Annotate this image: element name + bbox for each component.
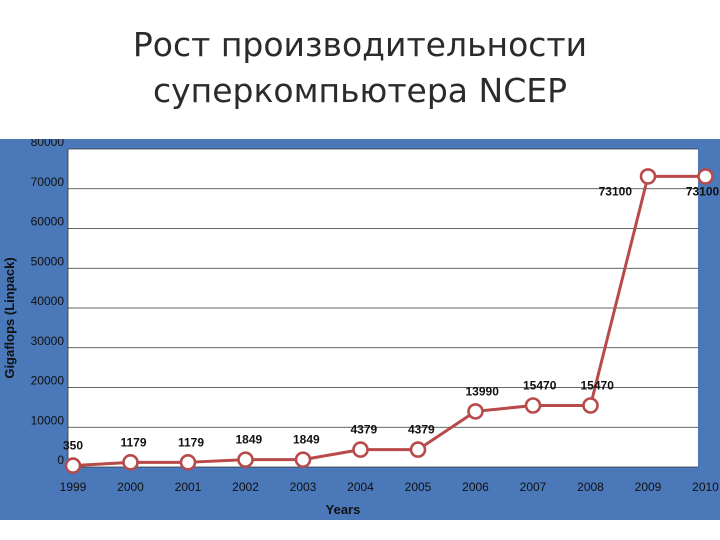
data-label: 350 — [63, 439, 83, 453]
series-line — [72, 174, 706, 468]
x-tick-label: 2004 — [347, 480, 374, 494]
data-point — [179, 454, 197, 471]
data-point — [122, 454, 139, 471]
data-point — [639, 168, 657, 185]
data-label: 1179 — [121, 435, 147, 449]
data-label: 4379 — [408, 423, 435, 437]
y-tick-label: 70000 — [31, 175, 65, 189]
x-tick-label: 2007 — [520, 480, 547, 494]
data-label: 73100 — [686, 184, 720, 198]
y-axis-ticks: 0 10000 20000 30000 40000 50000 60000 70000 8000… — [31, 139, 65, 467]
data-point — [237, 451, 254, 468]
x-tick-label: 2001 — [175, 480, 202, 494]
y-tick-label: 80000 — [31, 139, 65, 149]
slide-title: Рост производительности суперкомпьютера … — [0, 22, 720, 114]
x-tick-label: 2006 — [462, 480, 489, 494]
data-point — [697, 168, 714, 185]
y-tick-label: 20000 — [31, 374, 65, 388]
data-label: 4379 — [351, 423, 378, 437]
y-axis-title: Gigaflops (Linpack) — [2, 257, 17, 378]
y-tick-label: 40000 — [31, 294, 65, 308]
y-tick-label: 50000 — [31, 254, 65, 268]
data-label: 15470 — [581, 379, 615, 393]
data-point — [64, 457, 82, 474]
gridlines — [67, 148, 698, 468]
x-axis-ticks: 1999 2000 2001 2002 2003 2004 2005 2006 2007 2008… — [60, 480, 720, 494]
slide-title-line-2: суперкомпьютера NCEP — [153, 71, 567, 110]
data-label: 13990 — [466, 384, 500, 398]
data-label: 73100 — [599, 184, 633, 198]
data-point — [467, 403, 484, 420]
y-tick-label: 0 — [57, 453, 64, 467]
x-tick-label: 2000 — [117, 480, 144, 494]
data-point — [294, 451, 312, 468]
data-labels: 350 1179 1179 1849 1849 4379 4379 13990 15470 154… — [63, 184, 720, 452]
x-tick-label: 2002 — [232, 480, 259, 494]
y-tick-label: 60000 — [31, 215, 65, 229]
x-tick-label: 2010 — [692, 480, 719, 494]
chart-frame: 0 10000 20000 30000 40000 50000 60000 70000 8000… — [0, 139, 720, 520]
performance-line-chart: 0 10000 20000 30000 40000 50000 60000 70000 8000… — [2, 139, 720, 517]
data-point — [409, 441, 427, 458]
y-tick-label: 10000 — [31, 413, 65, 427]
data-label: 1179 — [178, 435, 204, 449]
data-label: 15470 — [523, 379, 557, 393]
data-point — [582, 397, 599, 414]
x-axis-title: Years — [326, 502, 361, 517]
x-tick-label: 2005 — [405, 480, 432, 494]
data-point — [352, 441, 369, 458]
x-tick-label: 2008 — [577, 480, 604, 494]
x-tick-label: 2009 — [635, 480, 662, 494]
data-point — [524, 397, 542, 414]
x-tick-label: 2003 — [290, 480, 317, 494]
x-tick-label: 1999 — [60, 480, 87, 494]
slide-title-line-1: Рост производительности — [132, 25, 588, 64]
data-label: 1849 — [236, 433, 263, 447]
data-label: 1849 — [293, 433, 320, 447]
series-layer — [64, 168, 714, 474]
y-tick-label: 30000 — [31, 334, 65, 348]
